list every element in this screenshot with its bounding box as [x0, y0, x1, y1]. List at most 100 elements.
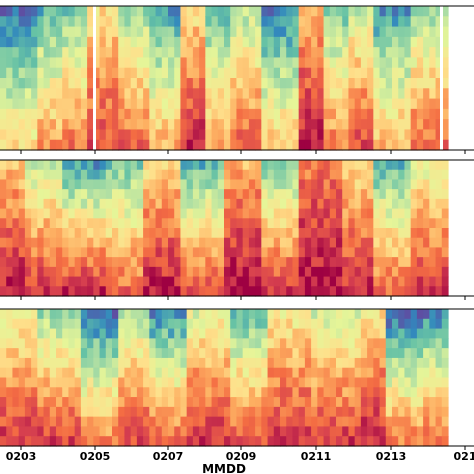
heatmap-cell [392, 47, 399, 59]
heatmap-cell [87, 26, 94, 38]
heatmap-cell [136, 387, 144, 398]
heatmap-cell [224, 338, 231, 349]
heatmap-cell [105, 179, 113, 190]
heatmap-cell [112, 406, 119, 418]
heatmap-cell [404, 139, 412, 151]
heatmap-cell [317, 257, 325, 268]
heatmap-cell [336, 426, 343, 437]
heatmap-cell [255, 436, 262, 447]
heatmap-cell [286, 189, 294, 200]
heatmap-cell [68, 88, 76, 100]
heatmap-cell [62, 139, 70, 151]
heatmap-cell [342, 237, 350, 249]
heatmap-cell [62, 377, 70, 388]
heatmap-cell [404, 266, 412, 278]
heatmap-cell [323, 357, 331, 369]
heatmap-cell [180, 348, 188, 359]
heatmap-cell [392, 397, 399, 408]
heatmap-cell [336, 139, 343, 151]
heatmap-cell [149, 78, 157, 89]
heatmap-cell [168, 309, 175, 320]
heatmap-cell [385, 377, 393, 388]
heatmap-cell [168, 286, 175, 297]
heatmap-cell [367, 406, 374, 418]
heatmap-cell [311, 247, 318, 258]
heatmap-cell [0, 108, 7, 120]
heatmap-cell [286, 67, 294, 79]
heatmap-cell [161, 406, 169, 418]
heatmap-cell [441, 266, 449, 278]
heatmap-cell [217, 78, 225, 89]
heatmap-cell [217, 338, 225, 349]
heatmap-cell [329, 139, 337, 151]
heatmap-cell [286, 119, 294, 131]
heatmap-cell [336, 67, 343, 79]
heatmap-cell [168, 208, 175, 219]
heatmap-cell [112, 218, 119, 229]
heatmap-cell [441, 426, 449, 437]
heatmap-cell [211, 98, 219, 110]
heatmap-cell [24, 348, 32, 359]
heatmap-cell [248, 78, 256, 89]
heatmap-cell [336, 257, 343, 268]
heatmap-cell [24, 218, 32, 229]
heatmap-cell [99, 179, 107, 190]
heatmap-cell [224, 119, 231, 131]
heatmap-cell [49, 78, 57, 89]
heatmap-cell [18, 139, 26, 151]
heatmap-cell [304, 36, 312, 48]
heatmap-cell [56, 78, 63, 89]
heatmap-cell [136, 98, 144, 110]
heatmap-cell [130, 47, 138, 59]
heatmap-cell [398, 348, 406, 359]
heatmap-cell [87, 357, 94, 369]
heatmap-cell [273, 26, 281, 38]
heatmap-cell [242, 57, 250, 69]
heatmap-cell [93, 276, 101, 287]
heatmap-cell [230, 139, 238, 151]
heatmap-cell [68, 257, 76, 268]
heatmap-cell [149, 318, 157, 330]
heatmap-cell [323, 67, 331, 79]
heatmap-cell [280, 377, 287, 388]
heatmap-cell [286, 47, 294, 59]
heatmap-cell [248, 228, 256, 239]
heatmap-cell [74, 16, 82, 28]
heatmap-cell [286, 6, 294, 17]
heatmap-cell [423, 328, 430, 339]
heatmap-cell [93, 26, 101, 38]
heatmap-panel-2 [0, 159, 474, 300]
heatmap-cell [329, 406, 337, 418]
heatmap-cell [435, 416, 443, 428]
heatmap-cell [149, 247, 157, 258]
heatmap-cell [304, 198, 312, 210]
heatmap-cell [379, 169, 387, 181]
heatmap-cell [373, 119, 381, 131]
heatmap-cell [242, 276, 250, 287]
heatmap-cell [323, 129, 331, 141]
heatmap-cell [6, 357, 14, 369]
heatmap-cell [105, 348, 113, 359]
heatmap-cell [130, 26, 138, 38]
heatmap-cell [242, 286, 250, 297]
heatmap-cell [192, 16, 200, 28]
heatmap-cell [224, 189, 231, 200]
heatmap-cell [360, 416, 368, 428]
heatmap-cell [273, 36, 281, 48]
heatmap-cell [99, 67, 107, 79]
heatmap-cell [68, 228, 76, 239]
heatmap-cell [192, 36, 200, 48]
heatmap-cell [342, 26, 350, 38]
heatmap-cell [49, 397, 57, 408]
heatmap-cell [118, 328, 126, 339]
heatmap-cell [12, 286, 20, 297]
heatmap-cell [392, 88, 399, 100]
heatmap-cell [37, 160, 45, 171]
heatmap-cell [43, 160, 51, 171]
heatmap-cell [93, 78, 101, 89]
heatmap-cell [143, 169, 150, 181]
heatmap-cell [230, 88, 238, 100]
heatmap-cell [304, 218, 312, 229]
heatmap-cell [161, 357, 169, 369]
heatmap-cell [124, 309, 132, 320]
